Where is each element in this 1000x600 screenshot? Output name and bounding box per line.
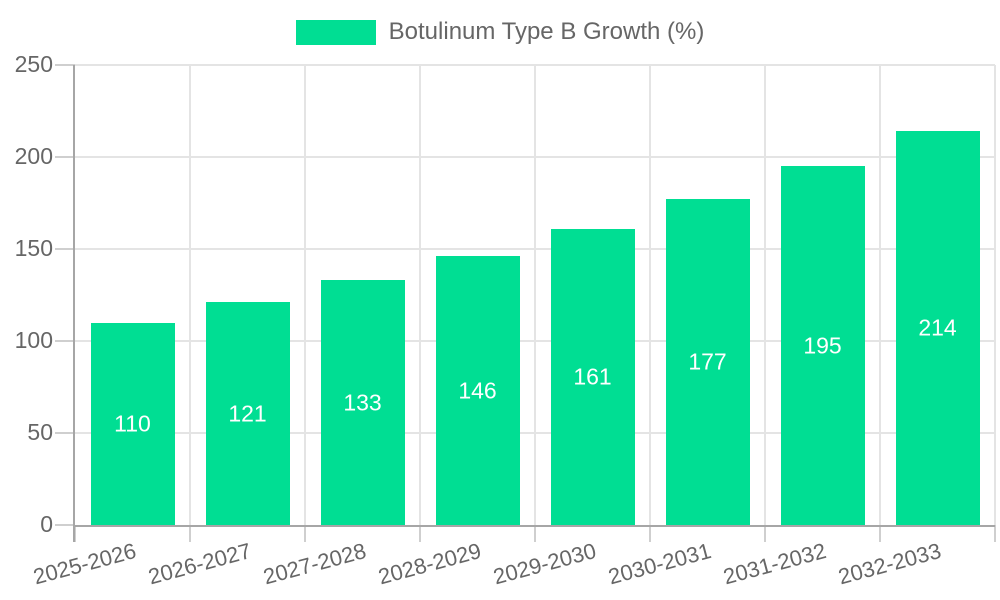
bar [435, 256, 520, 525]
x-gridline [419, 65, 421, 525]
x-tick [994, 525, 996, 542]
x-tick [764, 525, 766, 542]
bar-value-label: 214 [918, 314, 957, 341]
x-gridline [879, 65, 881, 525]
y-tick [55, 64, 75, 66]
bar-value-label: 133 [343, 389, 382, 416]
legend-swatch [295, 19, 376, 45]
x-axis-tick-label: 2027-2028 [260, 538, 369, 590]
bar-value-label: 110 [114, 410, 151, 437]
x-tick [189, 525, 191, 542]
x-tick [74, 525, 76, 542]
y-tick [55, 248, 75, 250]
legend: Botulinum Type B Growth (%) [0, 18, 1000, 46]
bar-value-label: 146 [458, 377, 497, 404]
x-tick [879, 525, 881, 542]
x-tick [304, 525, 306, 542]
x-tick [534, 525, 536, 542]
x-axis-line [73, 525, 995, 527]
x-axis-tick-label: 2026-2027 [145, 538, 254, 590]
x-gridline [764, 65, 766, 525]
x-axis-tick-label: 2025-2026 [30, 538, 139, 590]
bar [90, 322, 175, 525]
legend-item[interactable]: Botulinum Type B Growth (%) [295, 18, 705, 46]
bar [780, 166, 865, 525]
bar-value-label: 121 [228, 400, 267, 427]
legend-label: Botulinum Type B Growth (%) [388, 18, 705, 45]
x-gridline [189, 65, 191, 525]
y-tick [55, 524, 75, 526]
x-axis-tick-label: 2031-2032 [720, 538, 829, 590]
bar-value-label: 195 [803, 332, 842, 359]
y-axis-tick-label: 100 [14, 326, 53, 353]
bar [895, 131, 980, 525]
y-axis-line [73, 65, 75, 542]
y-tick [55, 156, 75, 158]
y-tick [55, 340, 75, 342]
bar [205, 302, 290, 525]
x-gridline [304, 65, 306, 525]
y-axis-tick-label: 150 [14, 234, 53, 261]
y-tick [55, 432, 75, 434]
bar [320, 280, 405, 525]
bar [665, 199, 750, 525]
y-axis-tick-label: 50 [27, 418, 53, 445]
x-gridline [534, 65, 536, 525]
bar [550, 228, 635, 525]
y-axis-tick-label: 200 [14, 142, 53, 169]
x-gridline [994, 65, 996, 525]
x-gridline [649, 65, 651, 525]
x-axis-tick-label: 2029-2030 [490, 538, 599, 590]
y-axis-tick-label: 250 [14, 50, 53, 77]
x-tick [649, 525, 651, 542]
bar-value-label: 177 [688, 348, 727, 375]
x-axis-tick-label: 2032-2033 [835, 538, 944, 590]
x-axis-tick-label: 2028-2029 [375, 538, 484, 590]
y-axis-tick-label: 0 [40, 510, 53, 537]
x-tick [419, 525, 421, 542]
bar-value-label: 161 [573, 363, 612, 390]
x-axis-tick-label: 2030-2031 [605, 538, 714, 590]
